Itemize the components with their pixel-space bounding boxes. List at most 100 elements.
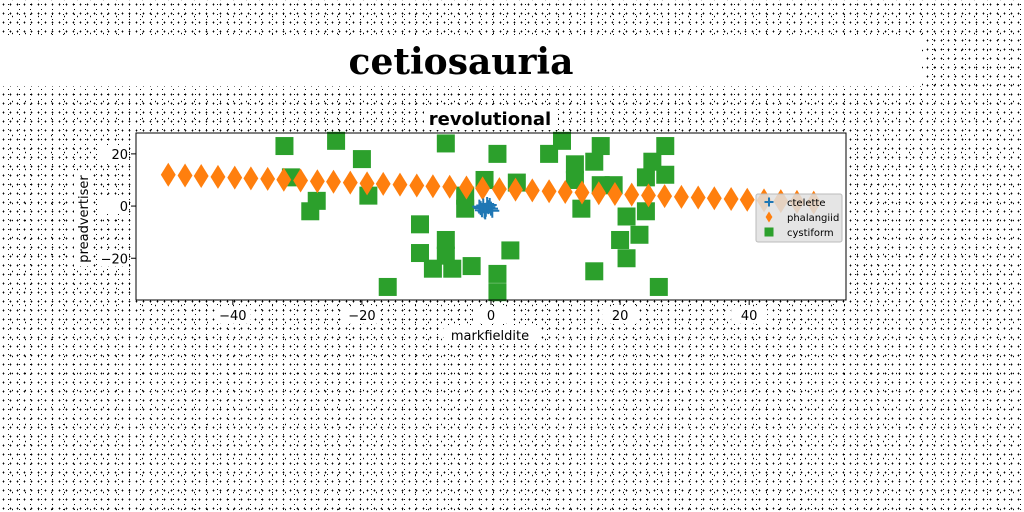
phalangiid-point <box>293 168 309 193</box>
phalangiid-point <box>739 187 755 212</box>
legend-marker-ctelette <box>764 197 774 207</box>
cystiform-point <box>359 186 378 205</box>
cystiform-point <box>443 259 462 278</box>
phalangiid-point <box>227 165 243 190</box>
phalangiid-point <box>375 171 391 196</box>
cystiform-point <box>585 152 604 171</box>
cystiform-point <box>501 241 520 260</box>
phalangiid-point <box>607 182 623 207</box>
ctelette-point <box>472 199 487 214</box>
phalangiid-point <box>359 171 375 196</box>
phalangiid-point <box>524 178 540 203</box>
legend: ctelette phalangiid cystiform <box>755 193 843 243</box>
x-tick-label-bg <box>602 307 639 323</box>
phalangiid-point <box>591 181 607 206</box>
phalangiid-point <box>342 170 358 195</box>
cystiform-point <box>649 277 668 296</box>
legend-label-ctelette: ctelette <box>787 198 826 209</box>
cystiform-point <box>352 150 371 169</box>
phalangiid-point <box>392 172 408 197</box>
phalangiid-point <box>243 166 259 191</box>
legend-marker-cystiform <box>764 227 774 237</box>
legend-label-phalangiid: phalangiid <box>787 213 839 224</box>
cystiform-point <box>565 155 584 174</box>
phalangiid-point <box>459 175 474 200</box>
cystiform-point <box>617 249 636 268</box>
ctelette-point <box>478 205 493 220</box>
cystiform-point <box>462 257 481 276</box>
x-tick-label-bg <box>731 307 768 323</box>
y-axis-label: preadvertiser <box>77 175 92 263</box>
chart-title: revolutional <box>429 109 551 130</box>
phalangiid-point <box>177 163 193 188</box>
y-tick-label-bg <box>98 198 129 215</box>
page-title: cetiosauria <box>0 38 922 86</box>
phalangiid-point <box>409 173 425 198</box>
ctelette-point <box>485 203 500 218</box>
cystiform-point <box>488 264 507 283</box>
x-tick-label: 20 <box>612 309 629 324</box>
cystiform-point <box>591 137 610 156</box>
x-tick-label-bg <box>214 307 251 323</box>
x-tick-label: 40 <box>741 309 758 324</box>
phalangiid-point <box>260 166 276 191</box>
chart-title-bg <box>424 106 558 130</box>
phalangiid-point <box>624 182 640 207</box>
cystiform-point <box>617 207 636 226</box>
cystiform-point <box>656 137 675 156</box>
cystiform-point <box>636 202 655 221</box>
cystiform-point <box>565 170 584 189</box>
x-axis-label-bg <box>444 326 538 344</box>
phalangiid-point <box>508 177 523 202</box>
phalangiid-point <box>491 177 507 202</box>
ctelette-point <box>482 198 497 213</box>
cystiform-point <box>436 230 455 249</box>
phalangiid-point <box>309 169 325 194</box>
phalangiid-point <box>574 180 590 205</box>
phalangiid-point <box>442 174 458 199</box>
phalangiid-point <box>475 176 491 201</box>
phalangiid-point <box>210 164 226 189</box>
cystiform-point <box>275 137 294 156</box>
y-tick-label-bg <box>98 145 129 162</box>
x-tick-label: 0 <box>487 309 495 324</box>
phalangiid-point <box>673 184 689 209</box>
cystiform-point <box>656 165 675 184</box>
cystiform-point <box>585 262 604 281</box>
legend-box <box>755 193 843 243</box>
cystiform-point <box>411 244 429 263</box>
cystiform-point <box>436 134 455 153</box>
phalangiid-point <box>723 187 739 212</box>
cystiform-point <box>611 230 630 249</box>
x-axis: −40 −20 0 20 40 <box>214 300 768 324</box>
phalangiid-point <box>690 185 706 210</box>
x-tick-label: −40 <box>219 309 246 324</box>
x-tick-label-bg <box>473 307 509 323</box>
cystiform-point <box>488 283 507 302</box>
cystiform-point <box>411 215 429 234</box>
phalangiid-point <box>425 174 441 199</box>
phalangiid-point <box>641 183 656 208</box>
legend-label-cystiform: cystiform <box>787 228 834 239</box>
phalangiid-point <box>193 164 209 189</box>
phalangiid-point <box>657 184 673 209</box>
cystiform-point <box>488 144 507 163</box>
phalangiid-point <box>557 179 573 204</box>
y-tick-label: 0 <box>120 200 128 215</box>
cystiform-point <box>553 131 571 150</box>
cystiform-point <box>636 168 655 187</box>
cystiform-point <box>378 277 397 296</box>
phalangiid-point <box>276 167 292 192</box>
legend-marker-phalangiid <box>765 211 773 223</box>
cystiform-point <box>456 199 475 218</box>
cystiform-point <box>327 131 346 150</box>
y-tick-label: −20 <box>101 252 128 267</box>
y-tick-label: 20 <box>111 148 128 163</box>
cystiform-point <box>630 225 649 244</box>
y-axis: −20 0 20 <box>98 145 136 267</box>
y-tick-label-bg <box>98 250 129 267</box>
cystiform-point <box>572 199 591 218</box>
x-tick-label-bg <box>343 307 380 323</box>
x-tick-label: −20 <box>348 309 375 324</box>
